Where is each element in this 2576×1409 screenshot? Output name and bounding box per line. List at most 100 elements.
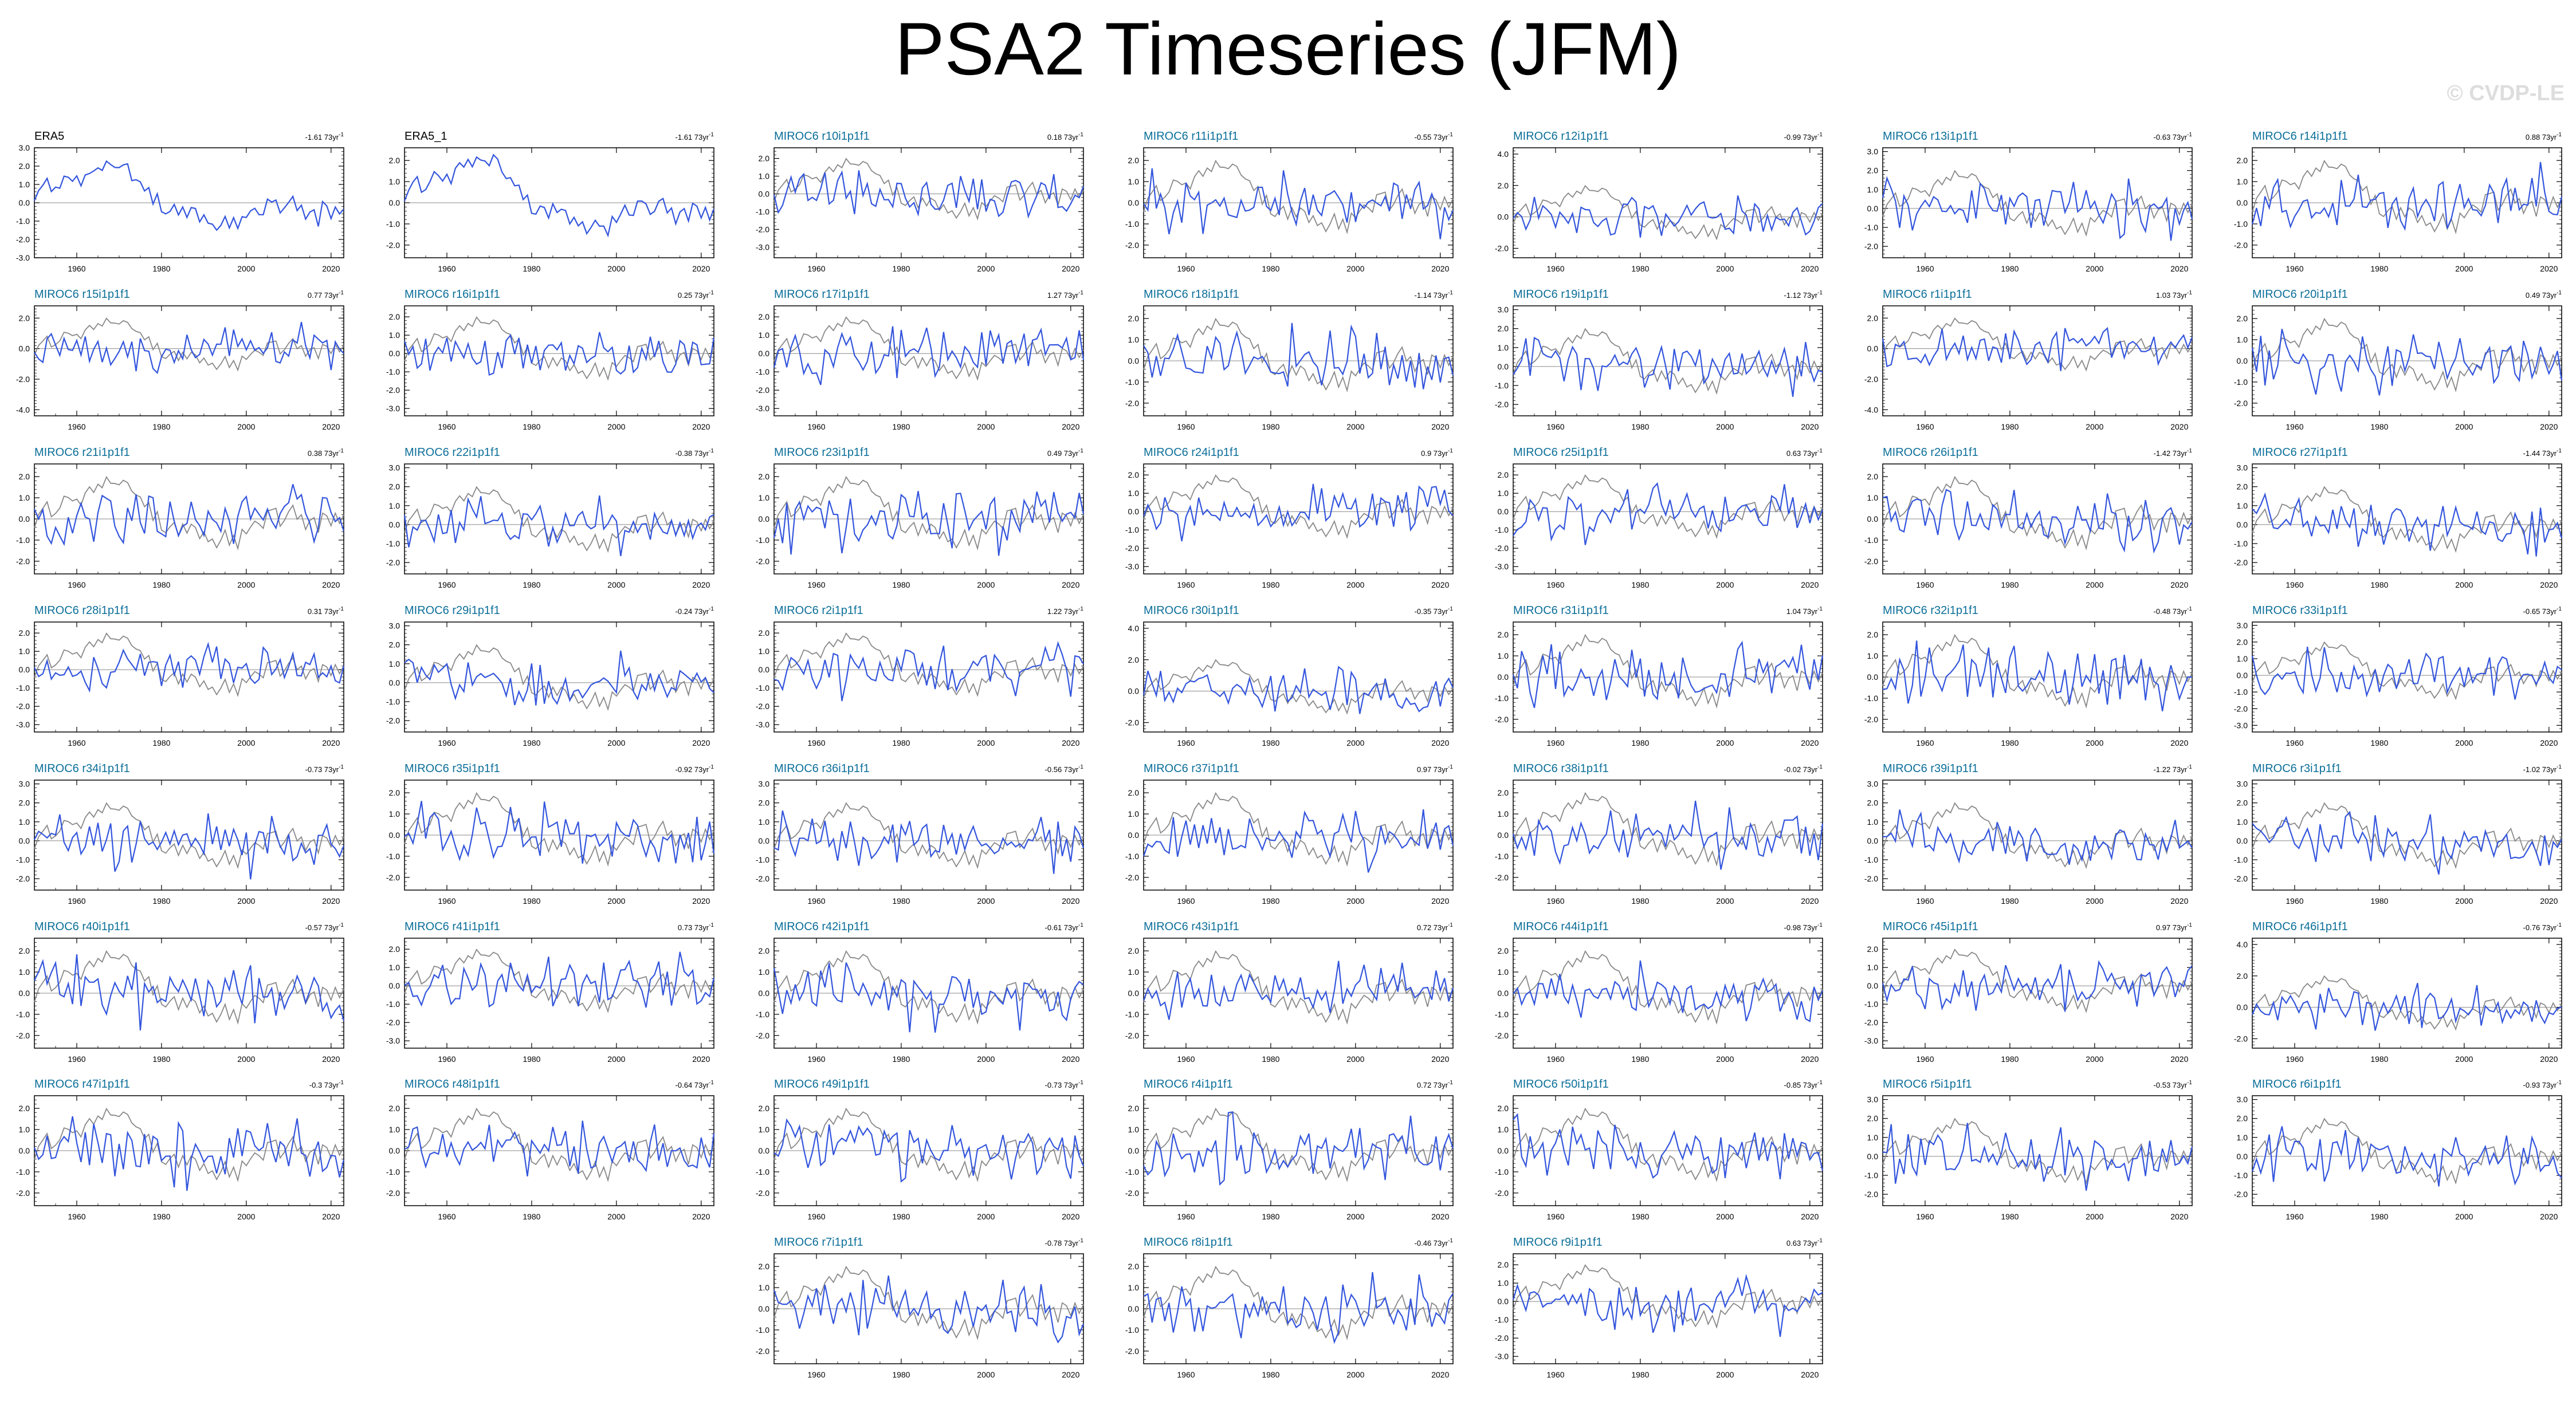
x-tick-label: 2000 bbox=[237, 422, 255, 431]
y-tick-label: 2.0 bbox=[1498, 946, 1509, 955]
y-tick-label: 0.0 bbox=[1867, 204, 1879, 213]
panel-trend: 0.9 73yr-1 bbox=[1421, 448, 1453, 458]
panel-title: MIROC6 r12i1p1f1 bbox=[1513, 130, 1609, 143]
observed-series-line bbox=[1143, 317, 1454, 393]
x-tick-label: 1960 bbox=[1546, 896, 1564, 906]
x-tick-label: 1960 bbox=[1177, 1212, 1195, 1221]
y-tick-label: -1.0 bbox=[756, 855, 769, 864]
x-tick-label: 2000 bbox=[607, 580, 625, 589]
panel-trend: -0.48 73yr-1 bbox=[2154, 606, 2193, 616]
observed-series-line bbox=[1143, 792, 1454, 867]
timeseries-panel: MIROC6 r22i1p1f1 -0.38 73yr-1 3.0 2.0 1.0 0.0… bbox=[386, 446, 714, 589]
panel-trend: -0.73 73yr-1 bbox=[305, 764, 344, 774]
y-tick-label: 2.0 bbox=[1498, 181, 1509, 190]
x-tick-label: 2020 bbox=[1062, 896, 1079, 906]
y-tick-label: 1.0 bbox=[1498, 967, 1509, 977]
panel-frame bbox=[1143, 621, 1454, 733]
timeseries-panel: MIROC6 r29i1p1f1 -0.24 73yr-1 3.0 2.0 1.0 0.0… bbox=[386, 604, 714, 747]
index-series-line bbox=[1143, 322, 1454, 389]
y-tick-label: 0.0 bbox=[389, 198, 400, 207]
panel-trend: -0.76 73yr-1 bbox=[2523, 922, 2562, 932]
x-tick-label: 1980 bbox=[892, 738, 910, 747]
panel-trend: -1.44 73yr-1 bbox=[2523, 448, 2562, 458]
y-tick-label: -2.0 bbox=[1495, 1031, 1509, 1040]
panel-trend: -0.24 73yr-1 bbox=[676, 606, 714, 616]
y-tick-label: 2.0 bbox=[389, 944, 400, 954]
x-tick-label: 2000 bbox=[2455, 422, 2473, 431]
panel-title: MIROC6 r18i1p1f1 bbox=[1144, 288, 1239, 301]
y-tick-label: 2.0 bbox=[1128, 788, 1140, 797]
observed-series-line bbox=[34, 317, 344, 372]
panel-title: MIROC6 r4i1p1f1 bbox=[1144, 1078, 1233, 1091]
x-tick-label: 2000 bbox=[2086, 1054, 2103, 1064]
x-tick-label: 1960 bbox=[1177, 264, 1195, 273]
x-tick-label: 1960 bbox=[438, 738, 455, 747]
x-tick-label: 1960 bbox=[1916, 1054, 1934, 1064]
y-tick-label: 0.0 bbox=[389, 831, 400, 840]
y-tick-label: -3.0 bbox=[756, 720, 769, 729]
y-tick-label: -1.0 bbox=[16, 683, 30, 692]
x-tick-label: 2020 bbox=[322, 1054, 340, 1064]
y-tick-label: -1.0 bbox=[756, 207, 769, 216]
observed-series-line bbox=[34, 632, 344, 698]
y-tick-label: 1.0 bbox=[2237, 817, 2248, 826]
y-tick-label: 0.0 bbox=[1498, 212, 1509, 222]
y-tick-label: -1.0 bbox=[386, 1167, 400, 1176]
timeseries-panel: MIROC6 r17i1p1f1 1.27 73yr-1 2.0 1.0 0.0 -1.0… bbox=[756, 288, 1085, 431]
observed-series-line bbox=[1882, 475, 2193, 551]
y-tick-label: 0.0 bbox=[2237, 356, 2248, 365]
panel-title: MIROC6 r24i1p1f1 bbox=[1144, 446, 1239, 459]
y-tick-label: -2.0 bbox=[2234, 241, 2248, 250]
index-series-line bbox=[1142, 809, 1454, 873]
panel-title: MIROC6 r19i1p1f1 bbox=[1513, 288, 1609, 301]
panel-trend: -0.57 73yr-1 bbox=[305, 922, 344, 932]
y-tick-label: 2.0 bbox=[19, 798, 30, 808]
y-tick-label: 1.0 bbox=[2237, 501, 2248, 510]
observed-series-line bbox=[34, 802, 344, 869]
x-tick-label: 1980 bbox=[1262, 264, 1279, 273]
y-tick-label: 1.0 bbox=[2237, 177, 2248, 186]
y-tick-label: 1.0 bbox=[1867, 651, 1879, 660]
x-tick-label: 1980 bbox=[523, 264, 540, 273]
observed-series-line bbox=[1513, 633, 1823, 709]
x-tick-label: 1980 bbox=[1631, 1054, 1649, 1064]
x-tick-label: 1980 bbox=[1262, 422, 1279, 431]
y-tick-label: 2.0 bbox=[759, 154, 770, 163]
panel-title: MIROC6 r30i1p1f1 bbox=[1144, 604, 1239, 617]
y-tick-label: 2.0 bbox=[389, 1104, 400, 1113]
y-tick-label: -2.0 bbox=[1125, 399, 1139, 408]
panel-frame bbox=[2252, 938, 2562, 1049]
x-tick-label: 2020 bbox=[322, 264, 340, 273]
x-tick-label: 1960 bbox=[68, 422, 85, 431]
index-series-line bbox=[403, 495, 714, 556]
observed-series-line bbox=[1882, 948, 2193, 1014]
y-tick-label: 2.0 bbox=[2237, 798, 2248, 808]
y-tick-label: -1.0 bbox=[16, 1010, 30, 1019]
y-tick-label: -2.0 bbox=[16, 1031, 30, 1040]
panel-trend: 0.88 73yr-1 bbox=[2526, 132, 2562, 141]
x-tick-label: 2020 bbox=[322, 580, 340, 589]
y-tick-label: 1.0 bbox=[759, 647, 770, 656]
x-tick-label: 1980 bbox=[892, 1054, 910, 1064]
observed-series-line bbox=[1143, 1107, 1454, 1183]
x-tick-label: 2020 bbox=[1801, 896, 1819, 906]
index-series-line bbox=[1142, 666, 1454, 714]
x-tick-label: 1980 bbox=[523, 738, 540, 747]
y-tick-label: 1.0 bbox=[1498, 489, 1509, 498]
y-tick-label: 2.0 bbox=[389, 640, 400, 650]
x-tick-label: 2000 bbox=[237, 580, 255, 589]
x-tick-label: 2000 bbox=[1346, 738, 1364, 747]
y-tick-label: -1.0 bbox=[2234, 539, 2248, 548]
panel-title: MIROC6 r31i1p1f1 bbox=[1513, 604, 1609, 617]
x-tick-label: 2000 bbox=[607, 1212, 625, 1221]
y-tick-label: 0.0 bbox=[1867, 672, 1879, 682]
timeseries-panel: MIROC6 r3i1p1f1 -1.02 73yr-1 3.0 2.0 1.0 0.0 -… bbox=[2234, 762, 2562, 906]
index-series-line bbox=[1513, 960, 1824, 1022]
y-tick-label: 2.0 bbox=[1128, 1104, 1140, 1113]
index-series-line bbox=[2251, 329, 2563, 396]
y-tick-label: 0.0 bbox=[759, 190, 770, 199]
y-tick-label: 1.0 bbox=[19, 493, 30, 502]
panel-trend: 1.03 73yr-1 bbox=[2156, 290, 2193, 300]
y-tick-label: 2.0 bbox=[1867, 472, 1879, 481]
